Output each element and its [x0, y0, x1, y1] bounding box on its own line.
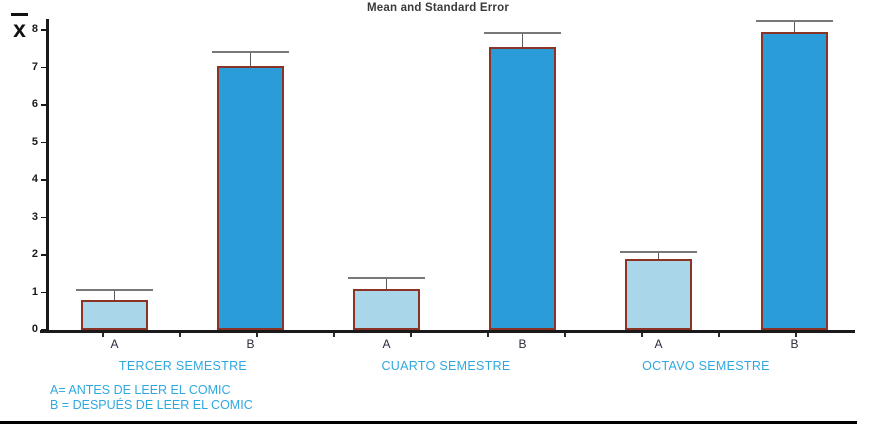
y-axis-tick-label: 6 [31, 98, 38, 110]
error-bar-stem [385, 278, 388, 289]
error-bar-cap [756, 19, 833, 22]
bar-tercer-a [81, 300, 148, 330]
error-bar-stem [249, 52, 252, 66]
group-label: OCTAVO SEMESTRE [642, 359, 770, 373]
y-axis-tick [41, 254, 47, 256]
category-label: A [382, 337, 391, 351]
error-bar-cap [484, 31, 561, 34]
y-axis-tick [41, 141, 47, 144]
legend-item-a: A= ANTES DE LEER EL COMIC [50, 383, 231, 397]
y-axis-tick-label: 2 [31, 248, 38, 260]
group-label: TERCER SEMESTRE [118, 359, 248, 373]
y-axis-tick [41, 291, 47, 294]
error-bar-stem [113, 290, 116, 300]
legend: A= ANTES DE LEER EL COMIC B = DESPUÉS DE… [50, 383, 253, 413]
x-axis-tick [102, 333, 104, 337]
y-axis-tick-label: 4 [31, 173, 38, 185]
bar-tercer-b [217, 65, 284, 330]
category-label: B [518, 337, 527, 351]
x-axis-line [40, 330, 855, 333]
y-axis-tick [41, 29, 47, 31]
category-label: B [790, 337, 799, 351]
y-axis-tick [41, 66, 47, 69]
y-axis-tick [41, 104, 47, 106]
y-axis-tick-label: 8 [31, 23, 38, 35]
bar-octavo-b [761, 31, 828, 330]
y-axis-tick-label: 0 [31, 323, 38, 335]
y-axis-mean-symbol: x [11, 13, 28, 42]
y-axis-tick-label: 7 [31, 60, 38, 73]
x-axis-tick [795, 333, 797, 337]
page-bottom-rule [0, 421, 857, 424]
error-bar-cap [212, 50, 289, 53]
chart-title: Mean and Standard Error [367, 2, 509, 14]
x-axis-tick [256, 333, 258, 337]
y-axis-line [46, 19, 49, 333]
x-axis-tick [564, 333, 566, 337]
bar-cuarto-b [489, 46, 556, 330]
bar-octavo-a [625, 258, 692, 330]
error-bar-cap [620, 251, 697, 254]
x-axis-tick [487, 333, 489, 337]
error-bar-cap [76, 288, 153, 291]
x-axis-tick [718, 333, 720, 337]
y-axis-tick-label: 5 [31, 135, 38, 148]
error-bar-cap [348, 276, 425, 279]
legend-item-b: B = DESPUÉS DE LEER EL COMIC [50, 398, 253, 412]
group-label: CUARTO SEMESTRE [381, 359, 511, 373]
error-bar-stem [657, 253, 660, 259]
error-bar-stem [793, 21, 796, 32]
error-bar-stem [521, 33, 524, 47]
category-label: A [654, 337, 663, 351]
y-axis-tick [41, 179, 47, 181]
y-axis-tick-label: 3 [31, 210, 38, 223]
category-label: B [246, 337, 255, 351]
y-axis-tick [41, 216, 47, 219]
y-axis-tick [41, 329, 47, 331]
x-axis-tick [333, 333, 335, 337]
x-axis-tick [410, 333, 412, 337]
bar-cuarto-a [353, 288, 420, 330]
category-label: A [110, 337, 119, 351]
x-axis-tick [641, 333, 643, 337]
y-axis-tick-label: 1 [31, 285, 38, 298]
x-axis-tick [179, 333, 181, 337]
